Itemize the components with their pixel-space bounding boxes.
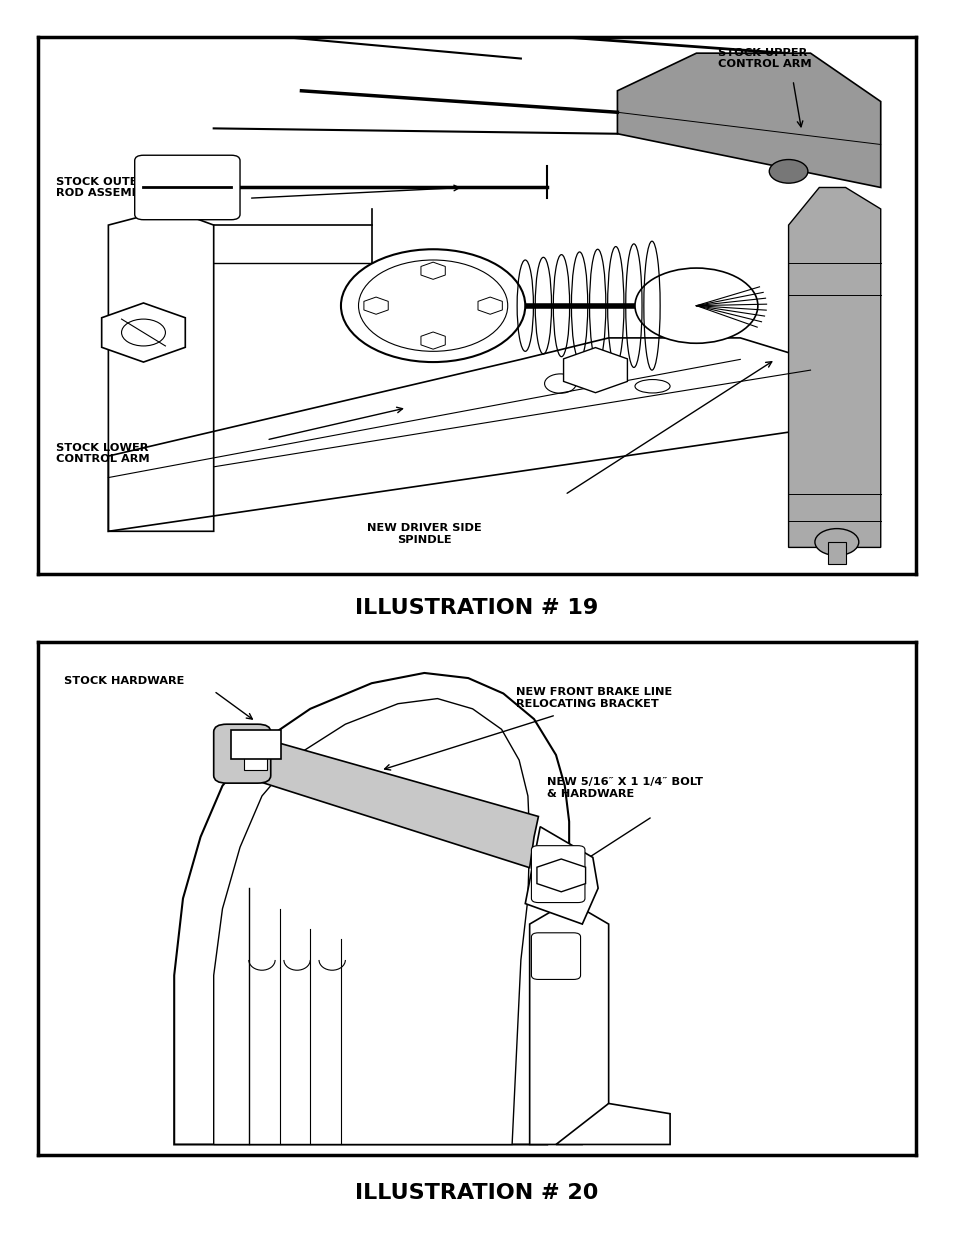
Circle shape [340, 249, 525, 362]
Text: STOCK HARDWARE: STOCK HARDWARE [65, 676, 185, 685]
FancyBboxPatch shape [213, 724, 271, 783]
Text: ILLUSTRATION # 20: ILLUSTRATION # 20 [355, 1183, 598, 1203]
FancyBboxPatch shape [134, 156, 240, 220]
Polygon shape [827, 542, 844, 563]
Circle shape [635, 268, 757, 343]
FancyBboxPatch shape [531, 932, 580, 979]
Text: STOCK UPPER
CONTROL ARM: STOCK UPPER CONTROL ARM [718, 48, 811, 69]
Text: NEW FRONT BRAKE LINE
RELOCATING BRACKET: NEW FRONT BRAKE LINE RELOCATING BRACKET [516, 687, 672, 709]
Polygon shape [525, 826, 598, 924]
Polygon shape [529, 909, 608, 1145]
Polygon shape [174, 673, 569, 1145]
Text: STOCK LOWER
CONTROL ARM: STOCK LOWER CONTROL ARM [55, 442, 150, 464]
Polygon shape [556, 1104, 669, 1145]
Polygon shape [617, 53, 880, 188]
Circle shape [814, 529, 858, 556]
Text: STOCK OUTER TIE
ROD ASSEMPLY: STOCK OUTER TIE ROD ASSEMPLY [55, 177, 170, 199]
FancyBboxPatch shape [531, 846, 584, 903]
Polygon shape [788, 188, 880, 547]
Text: ILLUSTRATION # 19: ILLUSTRATION # 19 [355, 598, 598, 618]
Text: NEW 5/16″ X 1 1/4″ BOLT
& HARDWARE: NEW 5/16″ X 1 1/4″ BOLT & HARDWARE [547, 777, 702, 799]
Bar [244, 745, 267, 771]
Polygon shape [213, 699, 529, 1145]
Polygon shape [240, 735, 537, 868]
Circle shape [768, 159, 807, 183]
Text: NEW DRIVER SIDE
SPINDLE: NEW DRIVER SIDE SPINDLE [367, 524, 481, 545]
